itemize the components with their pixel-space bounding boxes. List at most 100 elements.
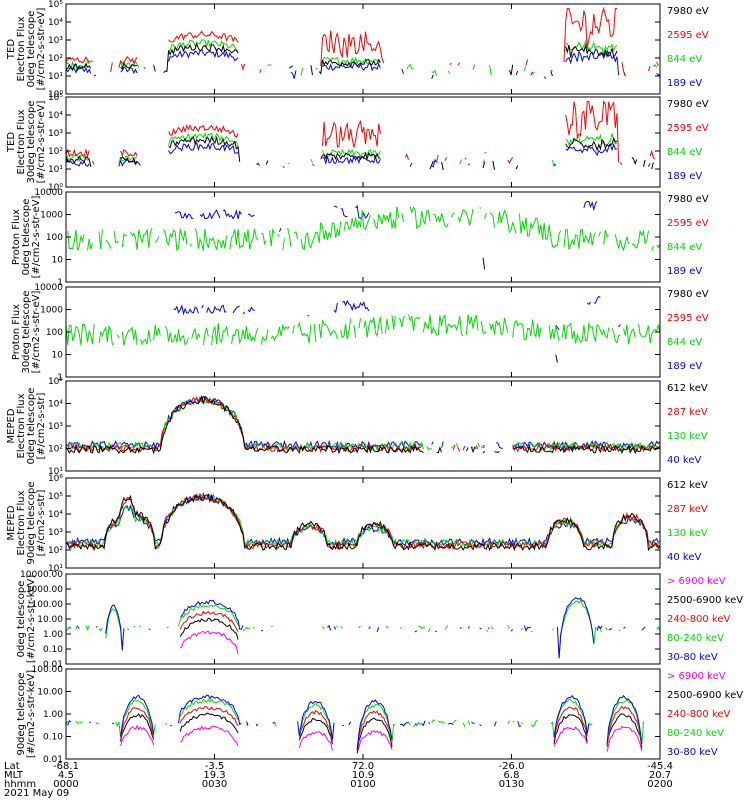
x-tick-label-lat: 72.0	[352, 761, 374, 772]
y-axis-label: Electron Flux	[16, 16, 27, 81]
y-tick-label: 1.00	[43, 630, 63, 640]
legend-entry: 80-240 keV	[667, 728, 724, 739]
y-tick-label: 10⁴	[48, 18, 63, 28]
y-axis-label: 0deg telescope	[26, 388, 37, 465]
series-line-3-1	[483, 258, 634, 271]
legend-entry: 287 keV	[667, 504, 708, 515]
y-axis-label: 30deg telescope	[26, 100, 37, 183]
legend-entry: 2595 eV	[667, 218, 709, 229]
panel-frame	[65, 191, 661, 283]
panel-3: 1 10 100 1000 10000 Proton Flux 0deg telescope…	[11, 188, 709, 288]
series-line-7-3	[179, 610, 239, 632]
y-axis-label: [#/cm2-s-str-keV]	[26, 575, 37, 663]
x-tick-label-mlt: 19.3	[203, 770, 225, 781]
y-tick-label: 1000.00	[26, 585, 63, 595]
y-axis-label: [#/cm2-s-str-eV]	[36, 101, 47, 184]
y-axis-label: Electron Flux	[16, 109, 27, 174]
y-tick-label: 10000	[34, 188, 63, 198]
legend-entry: 612 keV	[667, 480, 708, 491]
y-tick-label: 10⁰	[48, 183, 63, 193]
legend-entry: 612 keV	[667, 383, 708, 394]
legend-entry: > 6900 keV	[667, 671, 726, 682]
y-tick-label: 10¹	[48, 467, 63, 477]
y-tick-label: 10²	[48, 147, 63, 157]
legend-entry: 844 eV	[667, 337, 702, 348]
x-tick-label-lat: -3.5	[205, 761, 225, 772]
y-axis-label: TED	[6, 39, 17, 60]
y-tick-label: 10³	[48, 422, 63, 432]
legend-entry: 80-240 keV	[667, 633, 724, 644]
y-tick-label: 10⁴	[48, 111, 63, 121]
legend-entry: 287 keV	[667, 407, 708, 418]
series-line-6-1	[65, 494, 661, 552]
series-line-4-4	[174, 297, 661, 330]
x-tick-label-time: 0100	[350, 779, 375, 790]
y-tick-label: 10¹	[48, 72, 63, 82]
y-tick-label: 10³	[48, 528, 63, 538]
series-line-6-4	[65, 491, 661, 548]
x-row-label-mlt: MLT	[4, 770, 24, 781]
y-tick-label: 0.10	[43, 645, 63, 655]
y-tick-label: 100	[46, 233, 63, 243]
y-axis-label: [#/cm2-s-str-keV]	[26, 670, 37, 758]
x-tick-label-time: 0130	[499, 779, 524, 790]
legend-entry: 2595 eV	[667, 30, 709, 41]
panel-frame	[65, 573, 661, 665]
series-line-4-1	[556, 352, 591, 363]
legend-entry: 240-800 keV	[667, 709, 731, 720]
series-line-7-1	[179, 630, 239, 655]
y-tick-label: 10000	[34, 283, 63, 293]
y-axis-label: [#/cm2-s-str-eV]	[36, 8, 47, 91]
legend-entry: 7980 eV	[667, 99, 709, 110]
y-axis-label: MEPED	[6, 408, 17, 443]
legend-entry: > 6900 keV	[667, 576, 726, 587]
y-axis-label: MEPED	[6, 505, 17, 540]
y-tick-label: 10000.00	[20, 570, 63, 580]
y-tick-label: 0.01	[43, 660, 63, 670]
x-tick-label-mlt: 6.8	[504, 770, 520, 781]
legend-entry: 189 eV	[667, 361, 702, 372]
y-tick-label: 10.00	[37, 615, 63, 625]
x-tick-label-lat: -68.1	[53, 761, 79, 772]
y-tick-label: 10²	[48, 54, 63, 64]
legend-entry: 844 eV	[667, 242, 702, 253]
y-tick-label: 10²	[48, 546, 63, 556]
panel-frame	[65, 380, 661, 472]
x-tick-label-mlt: 10.9	[352, 770, 374, 781]
y-tick-label: 10⁴	[48, 510, 63, 520]
legend-entry: 40 keV	[667, 552, 701, 563]
panel-4: 1 10 100 1000 10000 Proton Flux 30deg telescop…	[11, 283, 709, 383]
y-tick-label: 10⁵	[48, 377, 63, 387]
date-label: 2021 May 09	[4, 788, 69, 799]
y-tick-label: 10	[52, 351, 64, 361]
series-line-7-2	[179, 617, 239, 640]
series-line-3-3	[67, 206, 661, 252]
legend-entry: 7980 eV	[667, 289, 709, 300]
legend-entry: 844 eV	[667, 54, 702, 65]
y-axis-label: 30deg telescope	[21, 290, 32, 373]
legend-entry: 40 keV	[667, 455, 701, 466]
y-axis-label: 0deg telescope	[16, 581, 27, 658]
legend-entry: 844 eV	[667, 147, 702, 158]
panel-frame	[65, 286, 661, 378]
y-tick-label: 1	[57, 373, 63, 383]
y-tick-label: 1000	[40, 306, 63, 316]
y-tick-label: 10.00	[37, 688, 63, 698]
y-tick-label: 100	[46, 328, 63, 338]
y-axis-label: Electron Flux	[16, 393, 27, 458]
y-axis-label: 0deg telescope	[21, 199, 32, 276]
y-tick-label: 100.00	[32, 600, 64, 610]
y-axis-label: Proton Flux	[11, 304, 22, 360]
y-axis-label: Proton Flux	[11, 209, 22, 265]
legend-entry: 2595 eV	[667, 313, 709, 324]
panel-6: 10¹ 10² 10³ 10⁴ 10⁵ 10⁶ MEPED Electron Flux 90de…	[6, 474, 708, 574]
y-tick-label: 10⁴	[48, 400, 63, 410]
y-tick-label: 10⁶	[48, 474, 63, 484]
series-line-8-1	[120, 724, 643, 753]
x-tick-label-lat: -26.0	[499, 761, 525, 772]
series-line-5-2	[65, 396, 661, 454]
x-tick-label-mlt: 4.5	[58, 770, 74, 781]
panel-5: 10¹ 10² 10³ 10⁴ 10⁵ MEPED Electron Flux 0deg te…	[6, 377, 708, 477]
series-line-1-2	[65, 6, 659, 73]
y-tick-label: 10⁵	[48, 0, 63, 10]
